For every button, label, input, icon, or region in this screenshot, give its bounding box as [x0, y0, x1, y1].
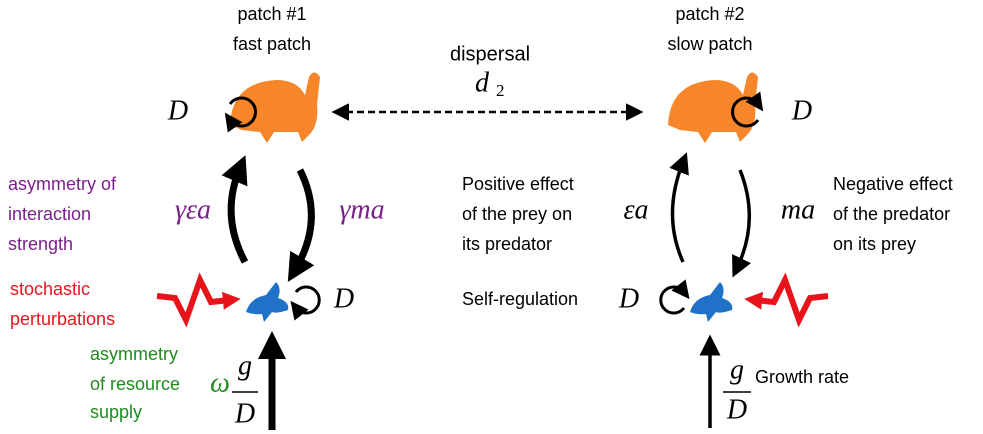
patch-name: slow patch: [667, 34, 752, 54]
growth-arrow: [669, 152, 689, 263]
prey-slow: [690, 282, 733, 322]
self-loop-label: D: [618, 283, 639, 314]
dispersal-label: dispersal: [450, 43, 530, 65]
patch-number: patch #2: [675, 4, 744, 24]
note: on its prey: [833, 234, 916, 254]
note: of the predator: [833, 204, 950, 224]
prey-fast: [246, 282, 289, 322]
rate-label: εa: [623, 194, 648, 225]
predation-arrow: [732, 169, 752, 278]
supply-numerator: g: [730, 354, 744, 385]
supply-denominator: D: [726, 394, 747, 425]
self-loop-label: D: [333, 283, 354, 314]
growth-arrow: [221, 155, 249, 264]
self-loop: [290, 285, 321, 321]
predator-slow: [668, 72, 758, 143]
predation-arrow: [287, 168, 315, 283]
note: Positive effect: [462, 174, 574, 194]
note: asymmetry of: [8, 174, 117, 194]
rate-label: γma: [339, 194, 384, 225]
note: Negative effect: [833, 174, 953, 194]
patch-number: patch #1: [237, 4, 306, 24]
note: supply: [90, 402, 142, 422]
predator-fast: [230, 72, 320, 143]
self-loop-label: D: [791, 95, 812, 126]
note: stochastic: [10, 279, 90, 299]
note: strength: [8, 234, 73, 254]
rate-label: γεa: [175, 194, 211, 225]
note: perturbations: [10, 309, 115, 329]
patch-name: fast patch: [233, 34, 311, 54]
perturbation-arrow: [744, 272, 829, 328]
note: of resource: [90, 374, 180, 394]
note: Growth rate: [755, 367, 849, 387]
self-loop: [224, 96, 257, 133]
note: asymmetry: [90, 344, 178, 364]
self-loop-label: D: [167, 95, 188, 126]
supply-denominator: D: [234, 398, 255, 429]
dispersal-symbol: d: [475, 67, 490, 98]
self-loop: [731, 91, 764, 128]
dispersal-subscript: 2: [496, 81, 505, 100]
supply-prefix: ω: [210, 367, 230, 398]
perturbation-arrow: [156, 272, 241, 328]
self-loop: [659, 279, 690, 315]
rate-label: ma: [781, 194, 815, 225]
note: of the prey on: [462, 204, 572, 224]
note: its predator: [462, 234, 552, 254]
supply-numerator: g: [238, 350, 252, 381]
note: Self-regulation: [462, 289, 578, 309]
note: interaction: [8, 204, 91, 224]
